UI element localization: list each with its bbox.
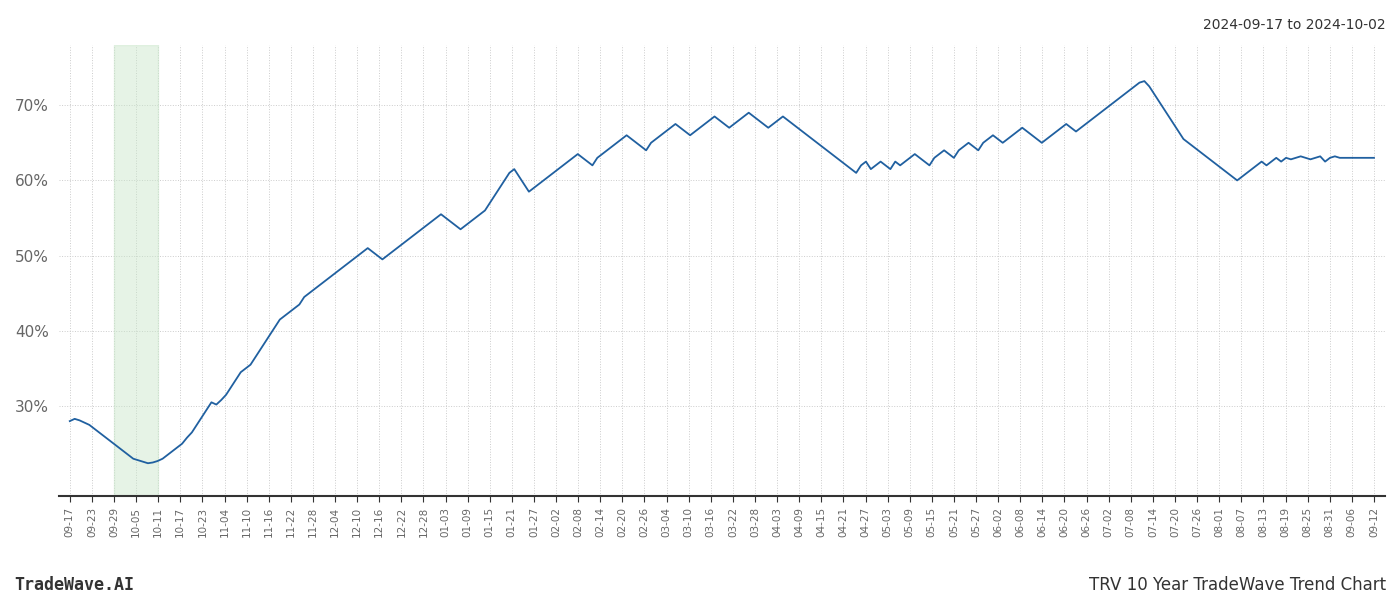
Bar: [113, 45, 158, 496]
Text: TradeWave.AI: TradeWave.AI: [14, 576, 134, 594]
Text: 2024-09-17 to 2024-10-02: 2024-09-17 to 2024-10-02: [1204, 18, 1386, 32]
Text: TRV 10 Year TradeWave Trend Chart: TRV 10 Year TradeWave Trend Chart: [1089, 576, 1386, 594]
